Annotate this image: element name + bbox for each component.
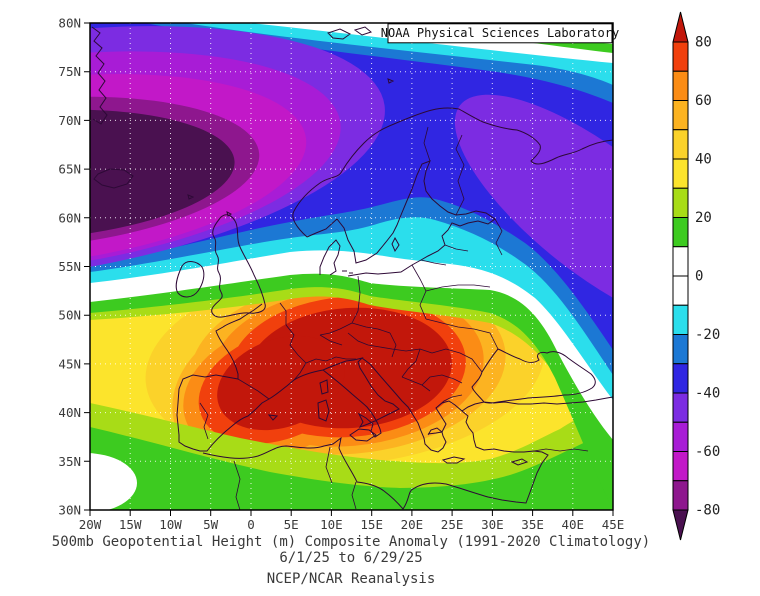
lon-tick-label: 0: [247, 517, 255, 532]
lon-tick-label: 30E: [481, 517, 504, 532]
contour-band-0-10-sw-patch: [90, 453, 137, 510]
lat-tick-label: 30N: [58, 503, 81, 518]
country-borders: [199, 126, 589, 510]
colorbar-label: 0: [695, 269, 703, 285]
colorbar-segment: [672, 392, 689, 423]
lon-tick-label: 15W: [119, 517, 142, 532]
colorbar-label: 20: [695, 210, 712, 226]
colorbar-segment: [672, 304, 689, 335]
colorbar-segment: [672, 334, 689, 365]
colorbar-arrow-up: [672, 11, 689, 43]
lon-tick-label: 5E: [284, 517, 299, 532]
caption-line2: 6/1/25 to 6/29/25: [279, 550, 422, 566]
lat-tick-label: 75N: [58, 64, 81, 79]
lat-tick-label: 65N: [58, 162, 81, 177]
colorbar-label: 60: [695, 93, 712, 109]
contour-band-below-minus80-core: [90, 109, 235, 241]
lat-tick-label: 80N: [58, 16, 81, 31]
lon-tick-label: 5W: [203, 517, 219, 532]
colorbar-segment: [672, 421, 689, 452]
source-label: NOAA Physical Sciences Laboratory: [381, 26, 619, 40]
colorbar-segment: [672, 246, 689, 277]
colorbar-segment: [672, 100, 689, 131]
colorbar-segment: [672, 158, 689, 189]
lon-tick-label: 35E: [521, 517, 544, 532]
lat-tick-label: 35N: [58, 454, 81, 469]
colorbar-label: -60: [695, 444, 720, 460]
colorbar-segment: [672, 187, 689, 218]
colorbar-segment: [672, 129, 689, 160]
map-panel: [90, 23, 613, 510]
colorbar-segment: [672, 275, 689, 306]
colorbar-label: -40: [695, 386, 720, 402]
source-label-box: [387, 23, 613, 44]
colorbar-label: -80: [695, 503, 720, 519]
graticule-gridlines: [90, 23, 613, 510]
lat-tick-label: 40N: [58, 405, 81, 420]
contour-band-above-80-sw-lobe: [217, 335, 345, 431]
lon-tick-label: 40E: [562, 517, 585, 532]
lat-tick-label: 60N: [58, 210, 81, 225]
colorbar-label: 40: [695, 152, 712, 168]
colorbar-label: 80: [695, 35, 712, 51]
contour-band-minus40-50-ne: [454, 94, 613, 332]
colorbar-segment: [672, 363, 689, 394]
lon-tick-label: 25E: [441, 517, 464, 532]
colorbar-segment: [672, 451, 689, 482]
lon-tick-label: 45E: [602, 517, 625, 532]
caption-line1: 500mb Geopotential Height (m) Composite …: [52, 534, 650, 550]
lon-tick-label: 10E: [320, 517, 343, 532]
colorbar: 80 60 40 20 0 -20 -40 -60 -80: [672, 11, 720, 541]
colorbar-segment: [672, 70, 689, 101]
lon-tick-label: 20W: [79, 517, 102, 532]
lat-tick-label: 70N: [58, 113, 81, 128]
lon-tick-label: 10W: [159, 517, 182, 532]
caption-line3: NCEP/NCAR Reanalysis: [267, 571, 436, 587]
lon-tick-label: 20E: [401, 517, 424, 532]
lat-tick-label: 45N: [58, 356, 81, 371]
contour-band-10-20-south: [90, 427, 613, 510]
lat-axis-ticks: [84, 22, 90, 511]
colorbar-label: -20: [695, 327, 720, 343]
lon-tick-label: 15E: [360, 517, 383, 532]
colorbar-segment: [672, 480, 689, 511]
colorbar-segment: [672, 41, 689, 72]
lon-axis-ticks: [89, 510, 614, 516]
lat-tick-label: 55N: [58, 259, 81, 274]
lat-tick-label: 50N: [58, 308, 81, 323]
colorbar-arrow-down: [672, 509, 689, 541]
colorbar-segment: [672, 217, 689, 248]
